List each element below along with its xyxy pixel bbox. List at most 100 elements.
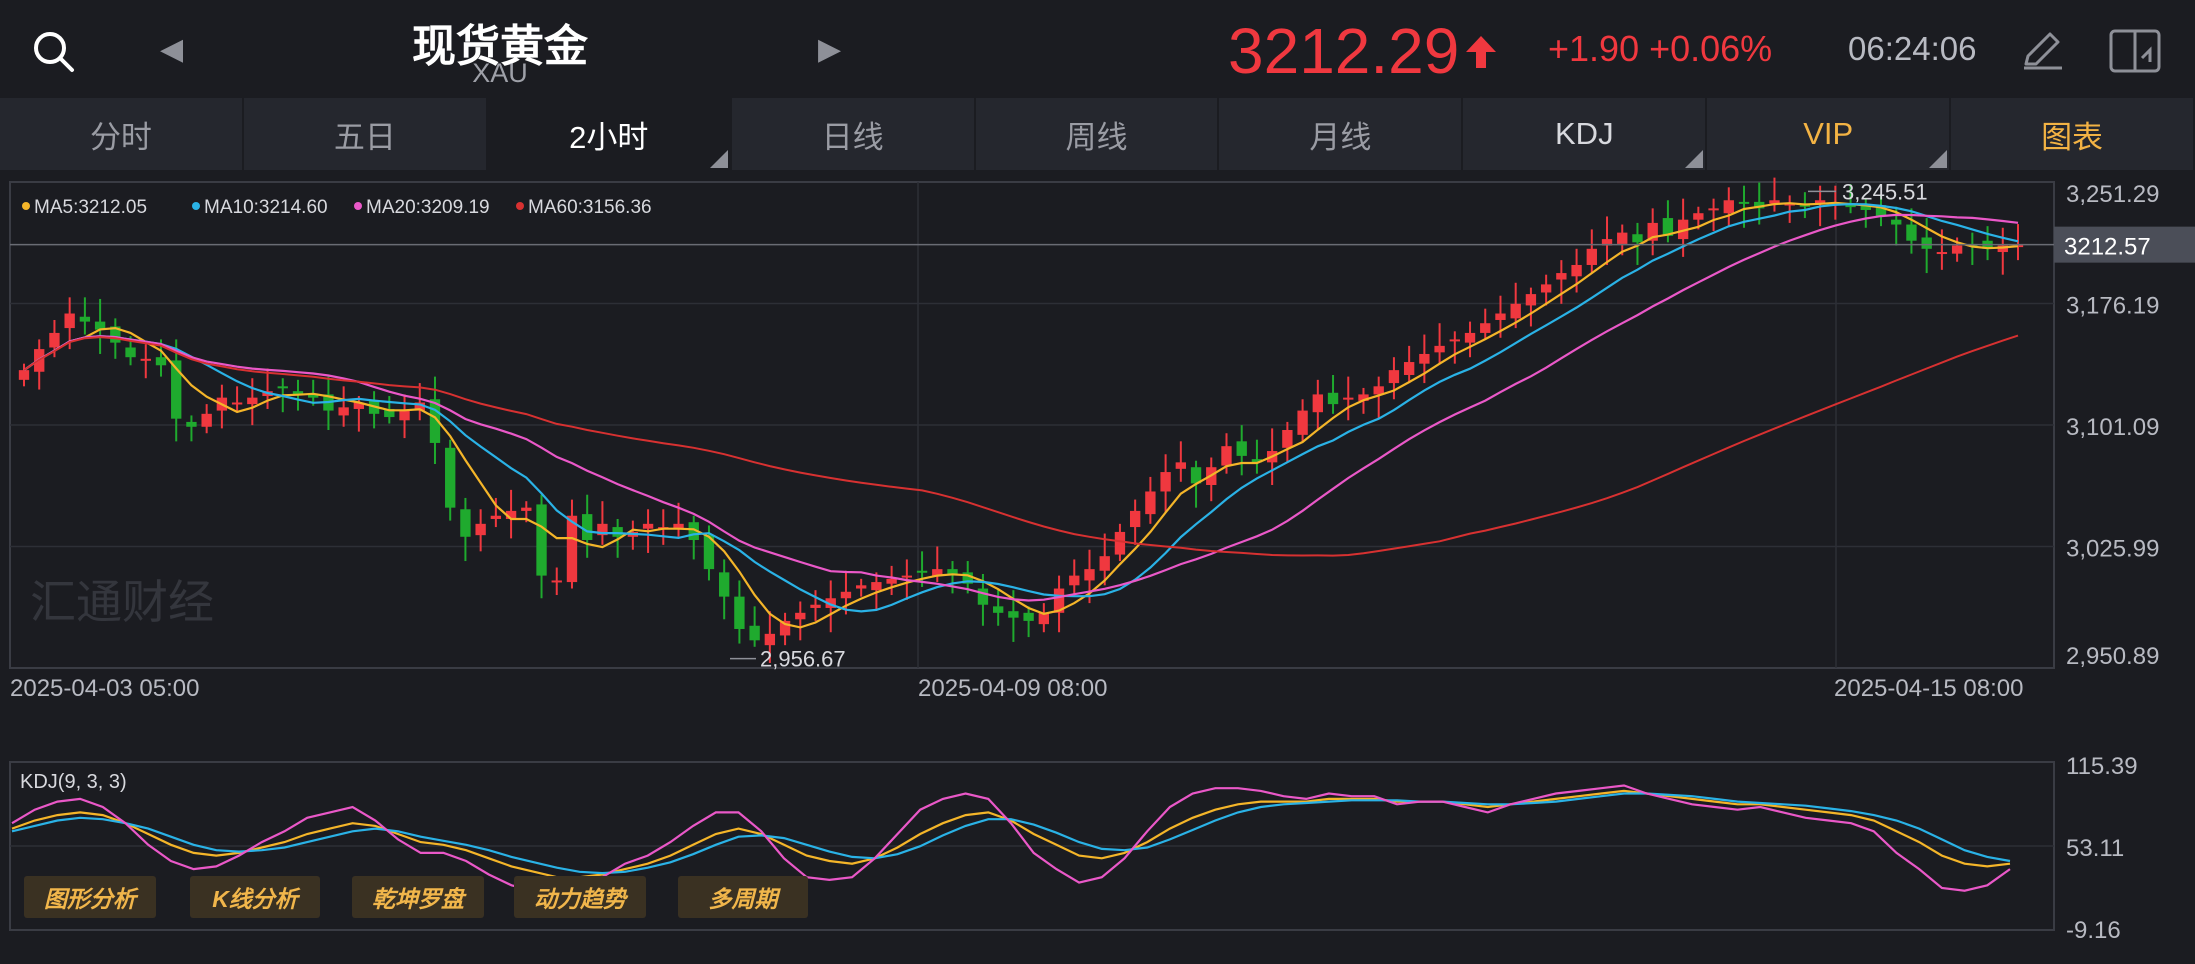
- candle-body: [749, 625, 760, 641]
- candle-body: [916, 570, 928, 573]
- kdj-d-line: [11, 792, 2011, 875]
- candle-body: [536, 504, 547, 576]
- tool-button-multi-period[interactable]: 多周期: [678, 876, 808, 918]
- candle-body: [551, 580, 562, 583]
- candle-body: [94, 321, 106, 330]
- candle-body: [1388, 370, 1400, 384]
- candle-body: [1236, 441, 1247, 456]
- ma-legend-label: MA20:3209.19: [366, 197, 490, 218]
- header-bar: ◀ 现货黄金 XAU ▶ 3212.29 +1.90 +0.06% 06:24:…: [0, 0, 2195, 98]
- candle-body: [901, 575, 913, 578]
- pen-icon[interactable]: [2018, 26, 2066, 74]
- candle-body: [1480, 323, 1491, 333]
- kdj-y-tick-label: 53.11: [2066, 835, 2124, 862]
- candle-body: [384, 408, 395, 418]
- search-icon[interactable]: [30, 28, 76, 74]
- instrument-title: 现货黄金: [412, 22, 588, 71]
- candle-body: [1419, 353, 1430, 364]
- candle-body: [429, 399, 441, 443]
- candle-body: [1449, 339, 1460, 342]
- kdj-y-tick-label: 115.39: [2066, 753, 2138, 780]
- ma-legend-label: MA5:3212.05: [34, 197, 147, 218]
- candle-body: [277, 386, 288, 389]
- tool-button-row: 图形分析 K线分析 乾坤罗盘 动力趋势 多周期: [0, 876, 900, 920]
- candle-body: [1297, 410, 1308, 435]
- tool-button-momentum-trend[interactable]: 动力趋势: [514, 876, 646, 918]
- candle-body: [962, 572, 973, 584]
- y-tick-label: 3,101.09: [2066, 414, 2159, 441]
- tool-button-qiankun-compass[interactable]: 乾坤罗盘: [352, 876, 484, 918]
- candle-body: [886, 578, 897, 584]
- candle-body: [612, 527, 623, 537]
- kdj-j-line: [11, 784, 2011, 898]
- y-tick-label: 2,950.89: [2066, 643, 2159, 670]
- candle-body: [1053, 588, 1065, 613]
- candle-body: [1358, 394, 1369, 401]
- tool-button-kline-analysis[interactable]: K线分析: [190, 876, 320, 918]
- candle-body: [292, 391, 304, 395]
- candle-body: [1784, 203, 1795, 206]
- tab-vip[interactable]: VIP: [1707, 98, 1952, 170]
- x-tick-label: 2025-04-15 08:00: [1834, 675, 2024, 702]
- instrument-code: XAU: [472, 58, 528, 88]
- tab-2-hour[interactable]: 2小时: [487, 98, 732, 170]
- candle-body: [1754, 201, 1765, 209]
- candle-body: [1343, 397, 1354, 400]
- candle-body: [1129, 510, 1141, 528]
- ma5-line: [23, 201, 2019, 629]
- candle-body: [764, 633, 776, 646]
- candle-body: [201, 413, 212, 427]
- candle-body: [825, 598, 836, 608]
- candle-body: [1845, 205, 1856, 208]
- candle-body: [1693, 213, 1704, 220]
- tab-five-day[interactable]: 五日: [243, 98, 488, 170]
- candle-body: [795, 612, 806, 620]
- candle-body: [1373, 386, 1384, 395]
- tab-monthly[interactable]: 月线: [1219, 98, 1464, 170]
- candle-body: [1647, 222, 1658, 241]
- tab-weekly[interactable]: 周线: [975, 98, 1220, 170]
- candle-body: [1403, 362, 1415, 375]
- chart-svg[interactable]: 3,251.29 3,176.19 3,101.09 3,025.99 2,950.89…: [0, 170, 2195, 959]
- candle-body: [1662, 218, 1674, 236]
- tab-chart[interactable]: 图表: [1951, 98, 2195, 170]
- tool-button-graph-analysis[interactable]: 图形分析: [24, 876, 156, 918]
- candle-body: [475, 523, 486, 536]
- candle-body: [155, 357, 167, 366]
- candle-body: [1860, 205, 1871, 210]
- candle-body: [582, 514, 593, 541]
- dropdown-corner-icon: [1685, 150, 1704, 168]
- candle-body: [49, 332, 60, 348]
- low-annotation: 2,956.67: [760, 647, 846, 672]
- candle-body: [399, 410, 410, 421]
- candle-body: [1997, 245, 2008, 253]
- chart-area[interactable]: 3,251.29 3,176.19 3,101.09 3,025.99 2,950.89…: [0, 170, 2195, 959]
- tab-kdj[interactable]: KDJ: [1463, 98, 1708, 170]
- candle-body: [1814, 200, 1826, 204]
- tab-daily[interactable]: 日线: [731, 98, 976, 170]
- arrow-left-icon[interactable]: ◀: [160, 33, 184, 66]
- arrow-right-icon[interactable]: ▶: [818, 33, 842, 66]
- candle-body: [1008, 611, 1019, 618]
- candle-body: [308, 394, 319, 398]
- candle-body: [1023, 612, 1034, 621]
- candle-body: [64, 313, 75, 329]
- candle-body: [1906, 224, 1917, 241]
- current-price-tag: [2054, 226, 2195, 263]
- candle-body: [1434, 345, 1445, 353]
- candle-body: [1586, 248, 1597, 265]
- tab-fenshi[interactable]: 分时: [0, 98, 244, 170]
- candle-body: [719, 572, 730, 597]
- candle-body: [734, 596, 745, 629]
- candle-body: [1556, 273, 1567, 280]
- candle-body: [1084, 569, 1095, 581]
- dropdown-corner-icon: [709, 150, 728, 168]
- y-tick-label: 3,176.19: [2066, 293, 2159, 320]
- candle-body: [1464, 332, 1476, 343]
- x-tick-label: 2025-04-09 08:00: [918, 675, 1108, 702]
- ma-legend-label: MA10:3214.60: [204, 197, 328, 218]
- candle-body: [247, 397, 258, 405]
- candle-body: [703, 535, 715, 570]
- layout-icon[interactable]: [2108, 28, 2162, 74]
- candle-body: [871, 582, 882, 591]
